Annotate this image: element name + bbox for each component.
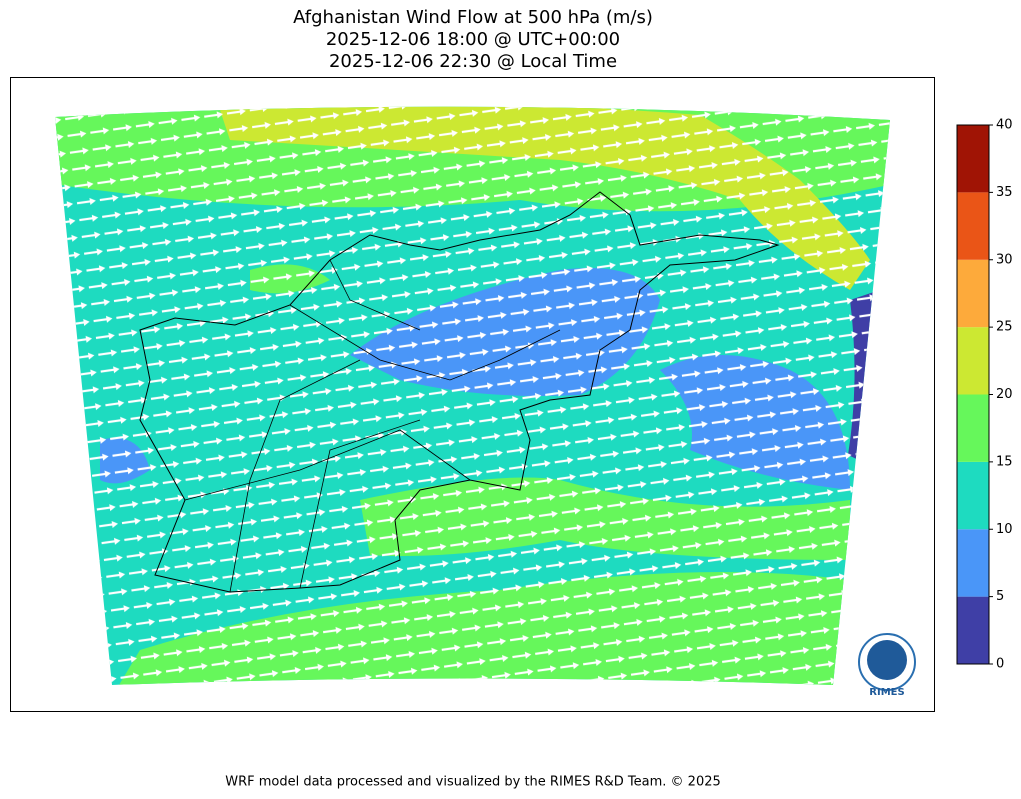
colorbar-band (957, 192, 989, 260)
colorbar-tick-label: 30 (996, 252, 1013, 267)
colorbar: 0 5 10 15 20 25 30 35 40 (956, 118, 1013, 672)
title-line: Afghanistan Wind Flow at 500 hPa (m/s) (293, 7, 653, 28)
title-line: 2025-12-06 22:30 @ Local Time (329, 51, 617, 72)
colorbar-tick-label: 25 (996, 320, 1013, 335)
colorbar-band (957, 394, 989, 462)
country-border (139, 191, 780, 593)
colorbar-band (957, 259, 989, 328)
colorbar-band (957, 596, 989, 664)
logo: RIMES (858, 633, 916, 698)
province-borders (184, 259, 561, 593)
colorbar-tick-label: 5 (996, 589, 1004, 604)
wind-field (55, 106, 890, 685)
title-line: 2025-12-06 18:00 @ UTC+00:00 (326, 29, 620, 50)
colorbar-band (957, 461, 989, 530)
colorbar-band (957, 125, 989, 193)
colorbar-tick-label: 15 (996, 454, 1013, 469)
colorbar-tick-label: 40 (996, 118, 1013, 133)
colorbar-tick-label: 10 (996, 522, 1013, 537)
footer: WRF model data processed and visualized … (225, 775, 721, 790)
colorbar-tick-label: 0 (996, 657, 1004, 672)
colorbar-tick-label: 35 (996, 185, 1013, 200)
colorbar-band (957, 327, 989, 395)
colorbar-band (957, 529, 989, 597)
colorbar-tick-label: 20 (996, 387, 1013, 402)
logo-text: RIMES (869, 687, 904, 698)
